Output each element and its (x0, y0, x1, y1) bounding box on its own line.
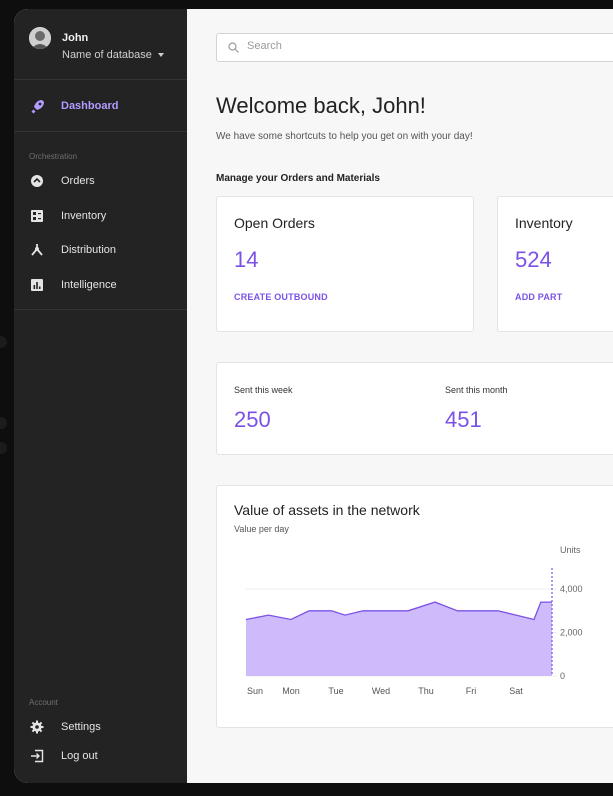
sidebar-item-distribution[interactable]: Distribution (14, 239, 187, 263)
chart-units-label: Units (560, 545, 581, 555)
sidebar-item-label: Orders (61, 175, 95, 187)
create-outbound-link[interactable]: CREATE OUTBOUND (234, 292, 328, 302)
section-label-account: Account (29, 698, 58, 707)
stat-label: Sent this week (234, 385, 293, 395)
card-title: Inventory (515, 215, 573, 231)
card-title: Open Orders (234, 215, 315, 231)
orders-icon (31, 175, 43, 187)
y-tick-label: 4,000 (560, 584, 583, 594)
chart-title: Value of assets in the network (234, 502, 420, 518)
search-icon (228, 42, 239, 53)
page-subtitle: We have some shortcuts to help you get o… (216, 131, 473, 142)
stat-value: 250 (234, 407, 271, 432)
sidebar-item-label: Dashboard (61, 100, 119, 112)
inventory-icon (31, 210, 43, 222)
shipments-stats-card: Sent this week 250 Sent this month 451 (216, 362, 613, 455)
sidebar-item-inventory[interactable]: Inventory (14, 205, 187, 229)
add-part-link[interactable]: ADD PART (515, 292, 563, 302)
section-label-orchestration: Orchestration (29, 152, 78, 161)
x-tick-label: Mon (282, 686, 300, 696)
page-title: Welcome back, John! (216, 93, 426, 118)
database-selector[interactable]: Name of database (62, 49, 164, 61)
chart-subtitle: Value per day (234, 524, 289, 534)
search-bar[interactable] (216, 33, 613, 62)
sidebar-divider (14, 309, 187, 310)
assets-chart-card: Value of assets in the network Value per… (216, 485, 613, 728)
chart-line (245, 601, 552, 621)
sidebar-item-intelligence[interactable]: Intelligence (14, 274, 187, 298)
database-name: Name of database (62, 49, 152, 61)
assets-area-chart: 0 2,000 4,000 Sun Mon Tue Wed Thu Fri Sat Units (245, 545, 583, 696)
user-name: John (62, 32, 89, 44)
stat-label: Sent this month (445, 385, 508, 395)
app-window: John Name of database Dashboard Orchestr… (14, 9, 613, 783)
card-value: 14 (234, 247, 259, 272)
bar-chart-icon (31, 279, 43, 291)
sidebar-item-label: Log out (61, 750, 98, 762)
sidebar-item-label: Distribution (61, 244, 117, 256)
x-tick-label: Fri (466, 686, 477, 696)
chart-area (246, 602, 552, 676)
sidebar-item-label: Intelligence (61, 279, 117, 291)
y-tick-label: 0 (560, 671, 565, 681)
caret-down-icon (157, 53, 164, 58)
avatar (29, 27, 51, 49)
sidebar-item-dashboard[interactable]: Dashboard (14, 81, 187, 132)
sidebar-item-orders[interactable]: Orders (14, 170, 187, 194)
section-heading: Manage your Orders and Materials (216, 173, 380, 184)
sidebar-item-label: Settings (61, 721, 101, 733)
logout-icon (31, 749, 44, 763)
inventory-card: Inventory 524 ADD PART (497, 196, 613, 332)
x-tick-label: Wed (372, 686, 390, 696)
x-tick-label: Sun (247, 686, 263, 696)
distribution-icon (31, 244, 43, 256)
y-tick-label: 2,000 (560, 628, 583, 638)
sidebar-item-settings[interactable]: Settings (14, 716, 187, 740)
stat-value: 451 (445, 407, 482, 432)
sidebar: John Name of database Dashboard Orchestr… (14, 9, 187, 783)
open-orders-card: Open Orders 14 CREATE OUTBOUND (216, 196, 474, 332)
main-content: Welcome back, John! We have some shortcu… (187, 9, 613, 783)
gear-icon (30, 720, 44, 734)
card-value: 524 (515, 247, 552, 272)
x-tick-label: Sat (509, 686, 523, 696)
profile-switcher[interactable]: John Name of database (14, 9, 187, 80)
rocket-icon (31, 100, 44, 114)
x-tick-label: Tue (328, 686, 343, 696)
sidebar-item-label: Inventory (61, 210, 107, 222)
x-tick-label: Thu (418, 686, 434, 696)
search-input[interactable] (245, 39, 613, 53)
sidebar-item-logout[interactable]: Log out (14, 745, 187, 769)
